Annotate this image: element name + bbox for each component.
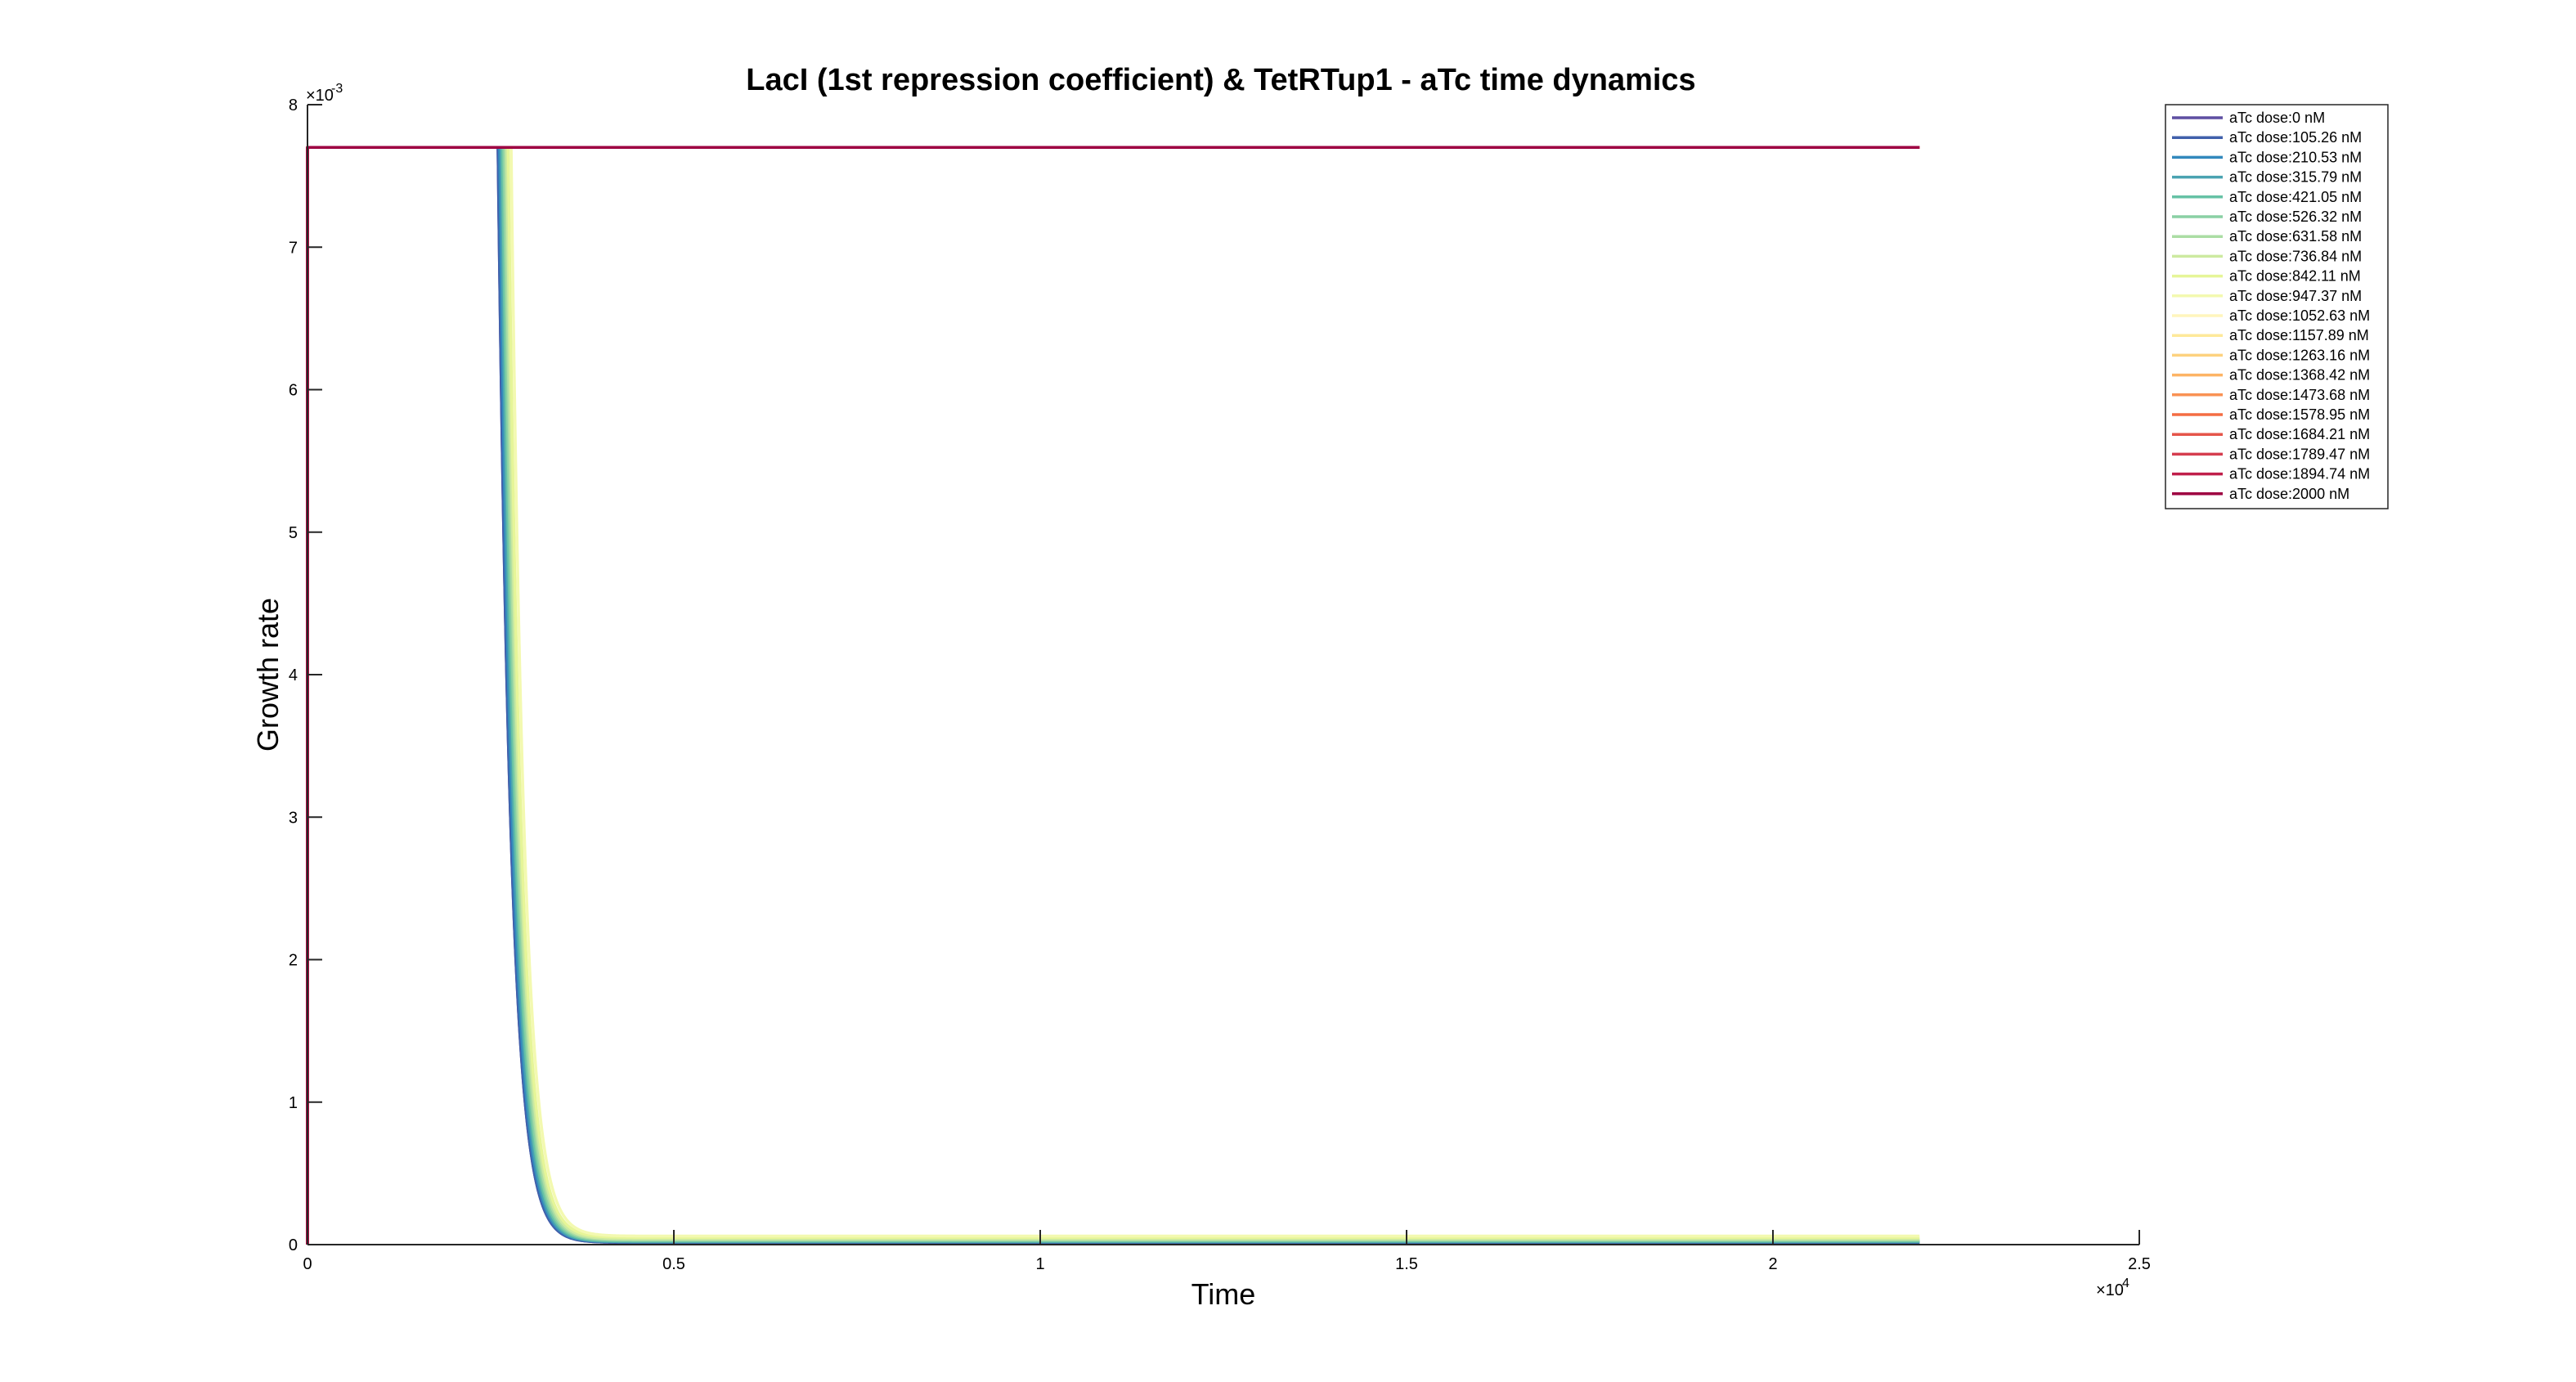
legend-entry-label: aTc dose:526.32 nM: [2229, 209, 2362, 225]
y-tick-label: 2: [289, 952, 298, 970]
legend-entry-label: aTc dose:1157.89 nM: [2229, 327, 2369, 343]
y-tick-label: 6: [289, 382, 298, 400]
legend-entry-label: aTc dose:421.05 nM: [2229, 189, 2362, 205]
y-exponent-base: ×10: [306, 87, 334, 105]
legend-entry-label: aTc dose:105.26 nM: [2229, 129, 2362, 146]
y-exponent-power: -3: [331, 82, 343, 96]
y-tick-label: 5: [289, 524, 298, 542]
y-exponent: ×10 -3: [306, 82, 343, 105]
y-tick-label: 8: [289, 96, 298, 114]
legend-entry-label: aTc dose:1263.16 nM: [2229, 347, 2370, 363]
legend-entry-label: aTc dose:2000 nM: [2229, 486, 2349, 502]
y-tick-label: 4: [289, 666, 298, 684]
y-tick-label: 3: [289, 809, 298, 827]
x-exponent: ×10 4: [2096, 1277, 2129, 1299]
y-tick-label: 0: [289, 1236, 298, 1254]
axes-background: [307, 105, 2139, 1245]
legend-items: aTc dose:0 nM aTc dose:105.26 nM aTc dose:…: [2172, 110, 2370, 502]
legend-entry-label: aTc dose:210.53 nM: [2229, 149, 2362, 165]
y-ticks: 0 1 2 3 4 5 6 7 8: [289, 96, 322, 1254]
legend-entry-label: aTc dose:0 nM: [2229, 110, 2325, 126]
legend-entry-label: aTc dose:1789.47 nM: [2229, 446, 2370, 462]
legend-entry-label: aTc dose:842.11 nM: [2229, 268, 2361, 285]
x-exponent-power: 4: [2122, 1277, 2129, 1290]
legend-entry-label: aTc dose:1368.42 nM: [2229, 367, 2370, 384]
x-tick-label: 2.5: [2128, 1255, 2151, 1273]
y-tick-label: 7: [289, 239, 298, 257]
x-tick-label: 2: [1768, 1255, 1777, 1273]
plot-area: 0 0.5 1 1.5 2 2.5 0 1 2 3 4 5 6 7 8: [289, 96, 2151, 1273]
legend-entry-label: aTc dose:1894.74 nM: [2229, 466, 2370, 482]
x-tick-label: 1: [1035, 1255, 1044, 1273]
legend-entry-label: aTc dose:315.79 nM: [2229, 169, 2362, 186]
chart-title: LacI (1st repression coefficient) & TetR…: [746, 63, 1695, 97]
legend-entry-label: aTc dose:1052.63 nM: [2229, 307, 2370, 324]
legend-entry-label: aTc dose:1684.21 nM: [2229, 426, 2370, 442]
x-ticks: 0 0.5 1 1.5 2 2.5: [303, 1230, 2151, 1273]
legend: aTc dose:0 nM aTc dose:105.26 nM aTc dose:…: [2165, 104, 2389, 509]
series-line-9: [306, 146, 1921, 1245]
x-tick-label: 0: [303, 1255, 312, 1273]
x-tick-label: 0.5: [662, 1255, 685, 1273]
legend-entry-label: aTc dose:631.58 nM: [2229, 228, 2362, 245]
legend-entry-label: aTc dose:1473.68 nM: [2229, 387, 2370, 403]
legend-entry-label: aTc dose:947.37 nM: [2229, 288, 2362, 304]
x-tick-label: 1.5: [1395, 1255, 1418, 1273]
x-axis-label: Time: [1192, 1277, 1256, 1311]
x-exponent-base: ×10: [2096, 1281, 2124, 1299]
y-tick-label: 1: [289, 1094, 298, 1112]
legend-entry-label: aTc dose:1578.95 nM: [2229, 406, 2370, 423]
legend-entry-label: aTc dose:736.84 nM: [2229, 248, 2362, 264]
legend-box: [2165, 104, 2389, 509]
y-axis-label: Growth rate: [251, 598, 285, 752]
